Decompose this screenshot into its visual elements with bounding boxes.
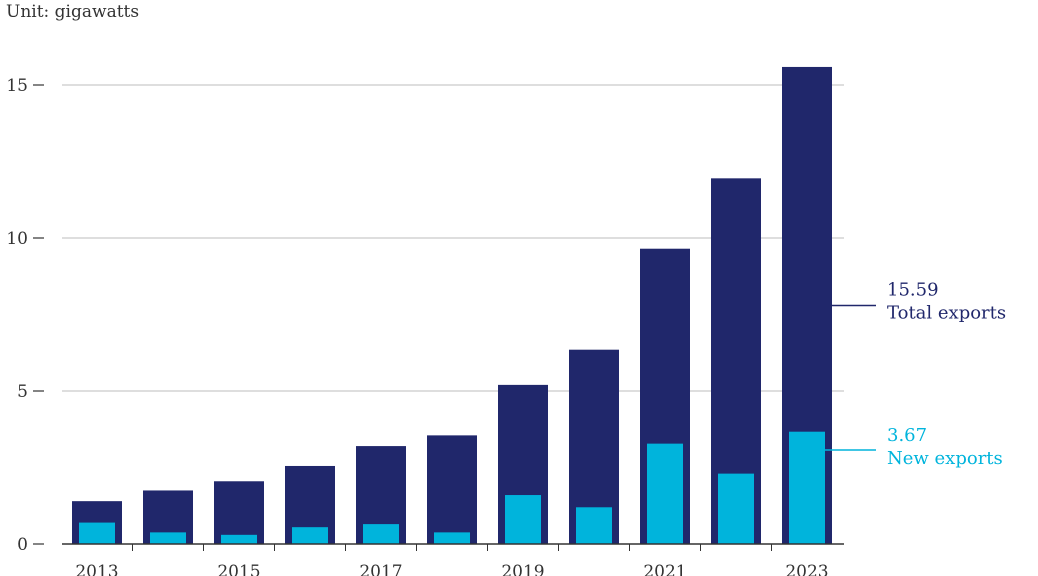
x-axis: 2013 2015 2017 2019 2021 2023	[62, 543, 844, 576]
total-exports-label: Total exports	[887, 302, 1006, 323]
new-exports-value: 3.67	[887, 425, 927, 446]
new-bar-2019	[505, 495, 541, 544]
unit-label: Unit: gigawatts	[6, 2, 140, 22]
new-bar-2014	[150, 532, 186, 544]
new-bar-2021	[647, 443, 683, 544]
new-bar-2023	[789, 431, 825, 544]
new-exports-series	[79, 431, 825, 544]
y-tick-label-0: 0	[17, 535, 28, 555]
y-tick-label-15: 15	[6, 76, 28, 96]
x-tick-label-2021: 2021	[643, 562, 686, 576]
x-tick-label-2023: 2023	[785, 562, 828, 576]
x-tick-label-2013: 2013	[75, 562, 118, 576]
total-bar-2015	[214, 481, 264, 544]
new-bar-2016	[292, 527, 328, 544]
y-tick-label-10: 10	[6, 229, 28, 249]
total-exports-value: 15.59	[887, 279, 939, 300]
new-bar-2013	[79, 522, 115, 544]
new-bar-2022	[718, 473, 754, 544]
total-exports-series	[72, 66, 832, 545]
new-bar-2017	[363, 524, 399, 544]
new-bar-2020	[576, 507, 612, 544]
new-bar-2015	[221, 534, 257, 544]
y-axis: 0 5 10 15	[6, 76, 44, 555]
new-bar-2018	[434, 532, 470, 544]
y-tick-label-5: 5	[17, 382, 28, 402]
total-bar-2018	[427, 435, 477, 544]
x-tick-label-2015: 2015	[217, 562, 260, 576]
new-exports-label: New exports	[887, 448, 1003, 469]
x-tick-label-2019: 2019	[501, 562, 544, 576]
x-tick-label-2017: 2017	[359, 562, 402, 576]
